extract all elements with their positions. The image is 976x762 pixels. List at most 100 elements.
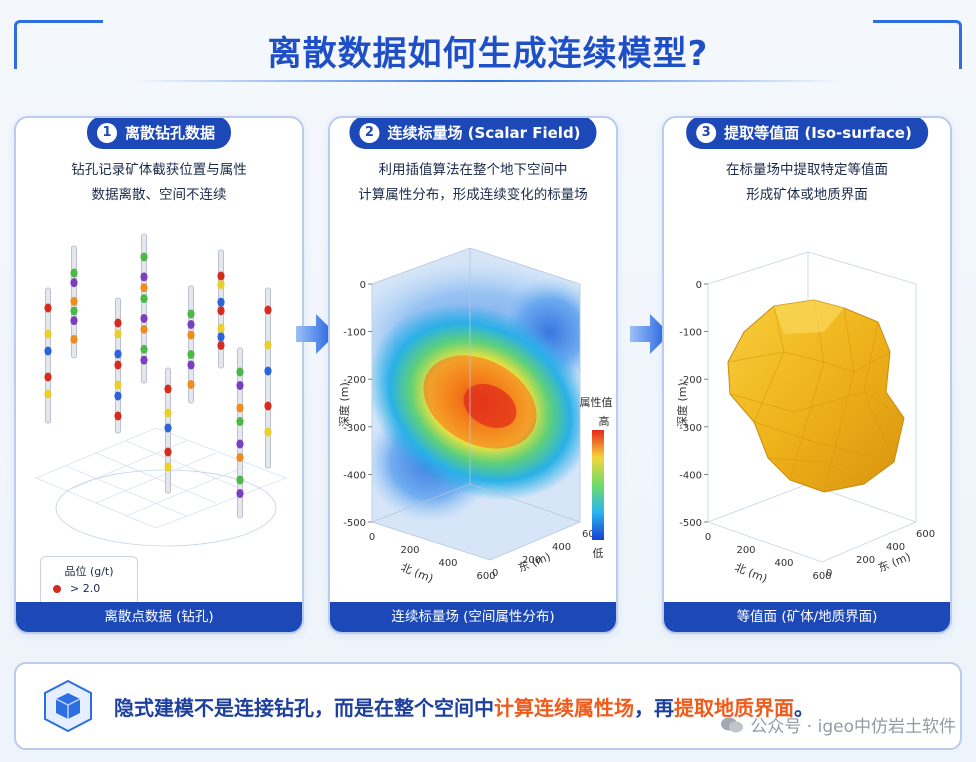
- sample-marker: [217, 332, 225, 342]
- title-underline: [134, 80, 842, 82]
- sample-marker: [187, 309, 195, 319]
- east-axis-label: 东 (m): [876, 550, 912, 575]
- sample-marker: [236, 381, 244, 390]
- panel-2-heading: 2 连续标量场 (Scalar Field): [349, 118, 597, 149]
- sample-marker: [236, 403, 244, 413]
- north-axis: 0 200 400 600: [369, 532, 496, 582]
- iso-surface-plot: 0-100-200-300-400-500 深度 (m) 0200400600 …: [675, 251, 935, 585]
- depth-axis: 0 -100 -200 -300 -400 -500: [679, 280, 708, 529]
- panel-scalar-field: 2 连续标量场 (Scalar Field) 利用插值算法在整个地下空间中 计算…: [328, 116, 618, 634]
- east-tick-label: 0: [826, 568, 832, 579]
- depth-tick-label: -400: [679, 470, 702, 481]
- east-tick-label: 400: [886, 542, 905, 553]
- colorbar: 属性值 高 低: [580, 395, 613, 560]
- sample-marker: [236, 489, 244, 498]
- drillhole: [236, 347, 244, 519]
- sample-marker: [114, 349, 122, 359]
- sample-marker: [140, 324, 148, 334]
- north-tick-label: 0: [705, 532, 711, 543]
- north-tick-label: 600: [476, 571, 495, 582]
- drillhole: [44, 287, 52, 424]
- panel-3-title: 提取等值面 (Iso-surface): [724, 124, 912, 142]
- sample-marker: [140, 355, 148, 365]
- depth-tick-label: 0: [696, 280, 702, 291]
- scalar-field-plot: 0-100-200-300-400-500 深度 (m) 0200400600 …: [337, 247, 613, 586]
- panel-2-footer: 连续标量场 (空间属性分布): [330, 602, 616, 632]
- sample-marker: [217, 297, 225, 307]
- panel-1-desc-line-1: 钻孔记录矿体截获位置与属性: [71, 162, 247, 178]
- sample-marker: [140, 294, 148, 304]
- orebody-iso-surface: [727, 299, 905, 493]
- depth-tick-label: -100: [679, 328, 702, 339]
- panel-2-description: 利用插值算法在整个地下空间中 计算属性分布，形成连续变化的标量场: [330, 158, 616, 208]
- arrow-right-icon: [630, 314, 670, 354]
- summary-part-2: ，再: [634, 695, 674, 720]
- sample-marker: [114, 391, 122, 401]
- north-axis-label: 北 (m): [399, 561, 435, 586]
- drillhole: [164, 367, 172, 494]
- sample-marker: [140, 252, 148, 262]
- north-tick-label: 0: [369, 532, 375, 543]
- panel-2-number: 2: [359, 122, 380, 143]
- summary-part-1: 隐式建模不是连接钻孔，而是在整个空间中: [114, 695, 494, 720]
- scalar-field-cube: [372, 248, 580, 560]
- sample-marker: [236, 367, 244, 377]
- legend-label: > 2.0: [70, 582, 101, 595]
- sample-marker: [164, 447, 172, 457]
- sample-marker: [44, 389, 52, 399]
- north-tick-label: 400: [438, 558, 457, 569]
- summary-part-3: 。: [794, 695, 814, 720]
- title-bar: 离散数据如何生成连续模型?: [14, 14, 962, 86]
- sample-marker: [114, 360, 122, 370]
- sample-marker: [70, 296, 78, 306]
- sample-marker: [44, 303, 52, 313]
- east-tick-label: 0: [492, 568, 498, 579]
- sample-marker: [264, 340, 272, 350]
- depth-tick-label: -200: [679, 375, 702, 386]
- panel-3-desc-line-1: 在标量场中提取特定等值面: [726, 162, 888, 178]
- sample-marker: [217, 271, 225, 281]
- east-axis: 0 200 400 600: [826, 529, 935, 579]
- page-title: 离散数据如何生成连续模型?: [267, 33, 709, 74]
- sample-marker: [70, 268, 78, 278]
- panel-3-heading: 3 提取等值面 (Iso-surface): [686, 118, 928, 149]
- depth-tick-label: -200: [343, 375, 366, 386]
- drillhole: [187, 285, 195, 404]
- sample-marker: [140, 272, 148, 282]
- watermark: 公众号 · igeo中仿岩土软件: [720, 712, 956, 737]
- sample-marker: [217, 323, 225, 333]
- panel-discrete-drillholes: 1 离散钻孔数据 钻孔记录矿体截获位置与属性 数据离散、空间不连续 品位 (g/…: [14, 116, 304, 634]
- cube-icon: [44, 679, 92, 733]
- panel-1-desc-line-2: 数据离散、空间不连续: [91, 187, 227, 203]
- sample-marker: [44, 329, 52, 339]
- east-tick-label: 400: [552, 542, 571, 553]
- sample-marker: [187, 330, 195, 340]
- depth-tick-label: -500: [343, 518, 366, 529]
- north-axis: 0 200 400 600: [705, 532, 832, 582]
- sample-marker: [187, 360, 195, 370]
- east-axis-label: 东 (m): [516, 550, 552, 575]
- panel-2-desc-line-2: 计算属性分布，形成连续变化的标量场: [358, 187, 588, 203]
- sample-marker: [164, 462, 172, 472]
- north-tick-label: 200: [736, 545, 755, 556]
- summary-highlight-1: 计算连续属性场: [494, 695, 634, 720]
- sample-marker: [236, 439, 244, 449]
- legend-title: 品位 (g/t): [64, 565, 114, 578]
- depth-axis-label: 深度 (m): [337, 382, 351, 427]
- sample-marker: [236, 475, 244, 485]
- panel-2-desc-line-1: 利用插值算法在整个地下空间中: [378, 162, 568, 178]
- east-tick-label: 600: [582, 529, 601, 540]
- east-axis: 0 200 400 600: [492, 529, 601, 579]
- drillhole: [264, 287, 272, 469]
- panel-3-footer: 等值面 (矿体/地质界面): [664, 602, 950, 632]
- panel-3-desc-line-2: 形成矿体或地质界面: [746, 187, 868, 203]
- sample-marker: [140, 283, 148, 293]
- sample-marker: [140, 314, 148, 323]
- sample-marker: [44, 372, 52, 382]
- north-tick-label: 600: [812, 571, 831, 582]
- sample-marker: [114, 318, 122, 328]
- title-decoration-right: [873, 20, 962, 69]
- sample-marker: [264, 366, 272, 376]
- drillholes: [44, 233, 272, 519]
- colorbar-high-label: 高: [599, 414, 610, 428]
